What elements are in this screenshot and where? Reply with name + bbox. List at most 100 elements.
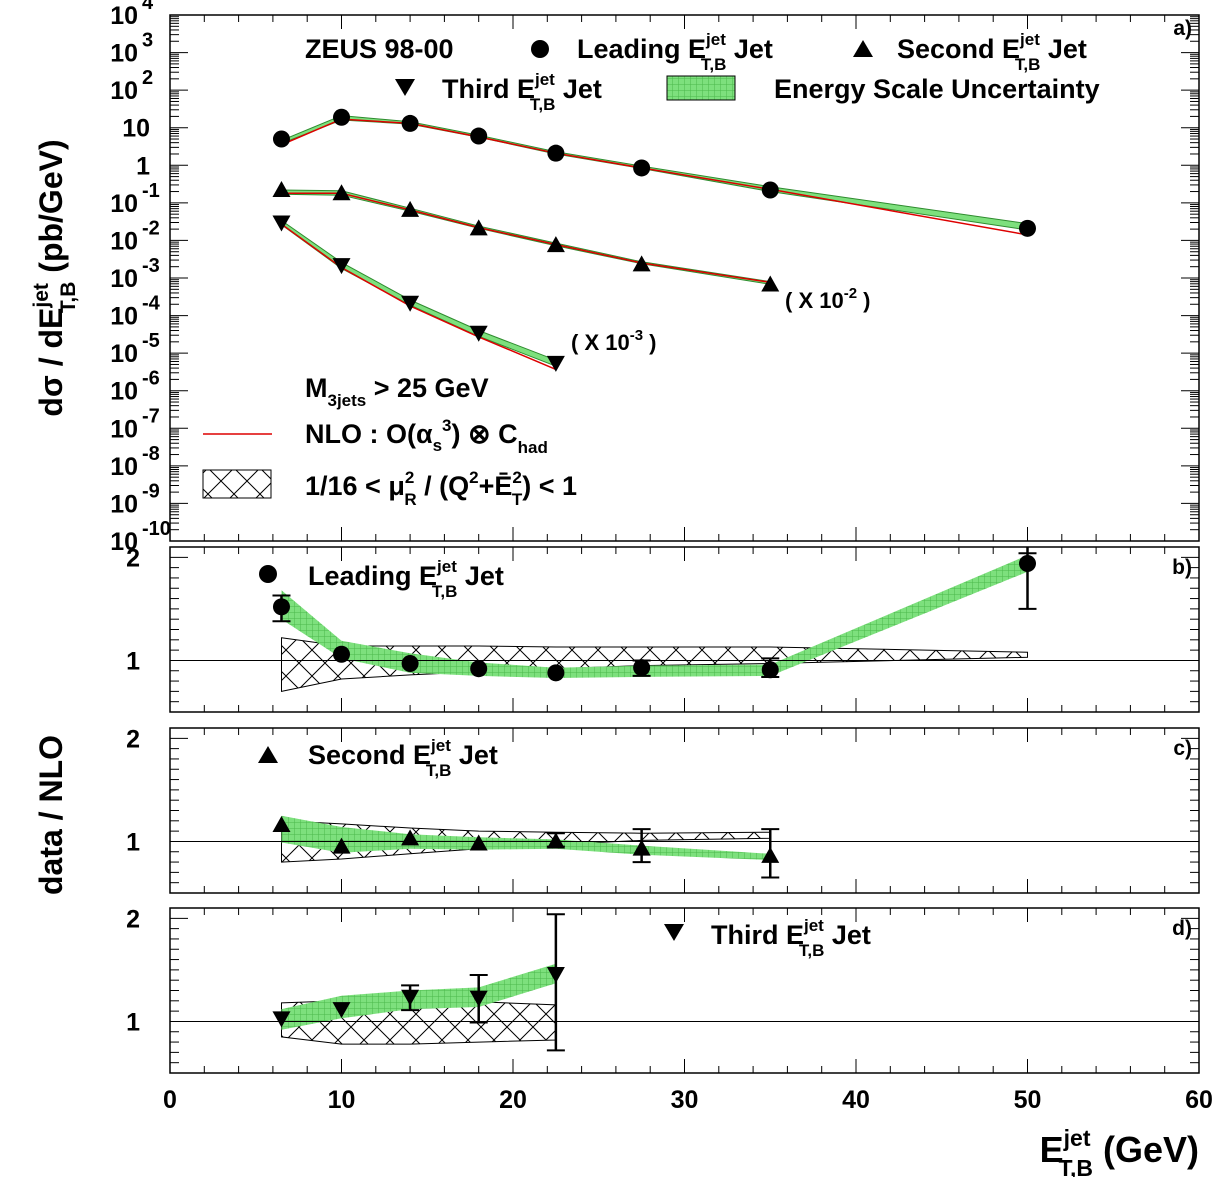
y-tick-label: 10 xyxy=(110,415,138,443)
data-point-a-0-0 xyxy=(272,130,290,148)
y-tick-label: 10 xyxy=(110,340,138,368)
y-tick-label: 10 xyxy=(110,265,138,293)
y-tick-exponent: -3 xyxy=(142,255,160,277)
ratio-y-tick-label: 1 xyxy=(126,828,140,856)
data-point-a-1-1 xyxy=(332,184,351,201)
data-point-a-0-7 xyxy=(1019,219,1036,237)
y-tick-label: 10 xyxy=(122,115,150,143)
legend-d: Third Ejet T,B Jet xyxy=(711,916,871,960)
panel_d-point-4 xyxy=(546,967,565,983)
legend-nlo: NLO : O(αs3) ⊗ Chad xyxy=(305,416,548,457)
data-point-a-2-0 xyxy=(272,215,291,232)
y-tick-exponent: 3 xyxy=(142,30,153,52)
legend-escale: Energy Scale Uncertainty xyxy=(774,74,1100,104)
legend-third-marker xyxy=(395,79,415,96)
panel_b-point-1 xyxy=(333,645,350,663)
legend-d-marker xyxy=(664,924,684,941)
y-tick-label: 10 xyxy=(110,77,138,105)
y-tick-label: 10 xyxy=(110,528,138,556)
panel-a-label: a) xyxy=(1173,17,1192,40)
panel_d-point-2 xyxy=(401,989,420,1006)
x-tick-label: 0 xyxy=(163,1086,177,1114)
y-tick-exponent: 2 xyxy=(142,67,153,89)
data-point-a-1-4 xyxy=(546,236,565,253)
y-tick-exponent: -1 xyxy=(142,180,160,202)
scale-third-note: ( X 10-3 ) xyxy=(571,327,657,355)
data-point-a-0-2 xyxy=(401,114,419,132)
x-tick-label: 20 xyxy=(499,1086,527,1114)
ratio-y-tick-label: 1 xyxy=(126,647,140,675)
panel-c-label: c) xyxy=(1173,737,1192,760)
panel_d-escale-band xyxy=(281,963,556,1030)
y-axis-title-top: dσ / dEjet T,B (pb/GeV) xyxy=(30,139,80,416)
panel_b-point-7 xyxy=(1019,555,1036,572)
panel_c-point-0 xyxy=(272,815,291,832)
data-point-a-2-2 xyxy=(401,295,420,312)
nlo-line-1 xyxy=(281,192,771,284)
panel_d-point-0 xyxy=(272,1011,291,1028)
y-tick-label: 10 xyxy=(110,190,138,218)
x-axis-title: Ejet T,B (GeV) xyxy=(1040,1125,1199,1177)
legend-second-marker xyxy=(853,40,873,57)
panel_b-scale-band xyxy=(281,637,1028,693)
panel_b-point-0 xyxy=(272,598,290,616)
panel-d-frame xyxy=(169,907,1200,1074)
x-tick-label: 50 xyxy=(1014,1086,1042,1114)
legend-leading: Leading Ejet T,B Jet xyxy=(577,30,773,74)
legend-scale-swatch xyxy=(202,469,272,499)
data-point-a-2-1 xyxy=(332,258,351,275)
y-tick-label: 10 xyxy=(110,378,138,406)
data-point-a-0-3 xyxy=(470,127,488,145)
y-tick-exponent: -2 xyxy=(142,217,160,239)
y-tick-exponent: -5 xyxy=(142,330,160,352)
data-point-a-0-6 xyxy=(761,181,779,199)
y-tick-exponent: -10 xyxy=(142,518,171,540)
panel_d-point-1 xyxy=(332,1002,351,1019)
y-axis-title-ratio: data / NLO xyxy=(33,735,69,895)
data-point-a-1-3 xyxy=(469,219,488,236)
legend-zeus: ZEUS 98-00 xyxy=(305,34,454,64)
data-point-a-1-5 xyxy=(632,255,651,272)
y-tick-exponent: -4 xyxy=(142,293,161,315)
legend-scale: 1/16 < μ2 R / (Q2+Ē2 T) < 1 xyxy=(305,468,577,509)
ratio-y-tick-label: 1 xyxy=(126,1008,140,1036)
escale-band-0 xyxy=(281,115,1028,231)
x-tick-label: 40 xyxy=(842,1086,870,1114)
chart-marks xyxy=(170,108,1199,1052)
data-point-a-0-5 xyxy=(633,159,651,177)
panel_c-point-3 xyxy=(469,834,488,851)
legend-third: Third Ejet T,B Jet xyxy=(442,70,602,114)
y-tick-exponent: -9 xyxy=(142,480,160,502)
y-tick-exponent: -7 xyxy=(142,405,160,427)
panel_b-point-4 xyxy=(547,664,565,682)
legend-leading-marker xyxy=(531,40,549,58)
ratio-y-tick-label: 2 xyxy=(126,905,140,933)
data-point-a-0-4 xyxy=(547,144,565,162)
y-tick-label: 10 xyxy=(110,227,138,255)
panel_c-point-6 xyxy=(761,846,780,863)
data-point-a-1-6 xyxy=(761,275,780,292)
legend-c: Second Ejet T,B Jet xyxy=(308,736,498,780)
legend-b: Leading Ejet T,B Jet xyxy=(308,557,504,601)
panel-d-label: d) xyxy=(1172,917,1192,940)
panel_c-escale-band xyxy=(281,815,771,860)
panel_c-point-1 xyxy=(332,837,351,854)
legend-b-marker xyxy=(259,565,277,583)
legend-second: Second Ejet T,B Jet xyxy=(897,30,1087,74)
panel_c-point-2 xyxy=(401,829,420,846)
y-tick-label: 10 xyxy=(110,490,138,518)
x-tick-label: 60 xyxy=(1185,1086,1213,1114)
y-tick-label: 1 xyxy=(136,152,150,180)
y-tick-label: 10 xyxy=(110,2,138,30)
panel_b-point-2 xyxy=(401,655,419,673)
legend-escale-swatch xyxy=(666,75,736,101)
y-tick-exponent: 4 xyxy=(142,0,154,14)
data-point-a-1-2 xyxy=(401,200,420,217)
panel_c-point-4 xyxy=(546,832,565,849)
data-point-a-0-1 xyxy=(333,108,350,126)
mass-cut-note: M3jets > 25 GeV xyxy=(305,373,489,410)
panel_c-point-5 xyxy=(632,839,651,856)
panel_b-point-6 xyxy=(761,661,779,679)
